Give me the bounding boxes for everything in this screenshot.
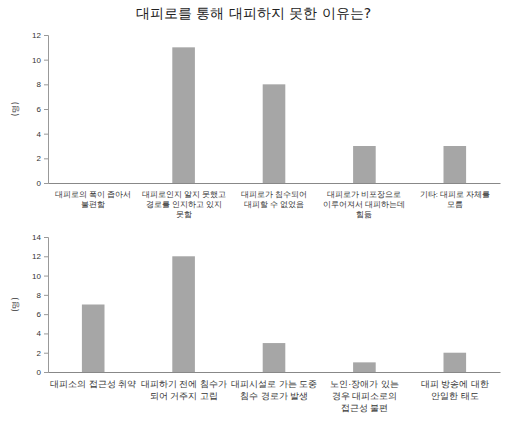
y-tick-label: 0 [37, 179, 42, 188]
x-tick-label: 대피소의 접근성 취약 [50, 379, 136, 389]
y-tick: 0 [37, 179, 48, 188]
bar [82, 305, 105, 373]
y-tick-mark [44, 333, 48, 334]
y-tick-mark [44, 276, 48, 277]
y-axis-title: (명) [11, 102, 20, 116]
y-tick: 10 [32, 272, 48, 281]
y-tick: 14 [32, 233, 48, 242]
chart-canvas: 대피로를 통해 대피하지 못한 이유는? 0 2 4 6 8 10 12 대피로의 폭이 좁아서… [0, 0, 507, 448]
y-tick-mark [44, 372, 48, 373]
x-axis-line [49, 372, 501, 373]
y-tick-label: 0 [37, 368, 42, 377]
x-tick: 대피로인지 알지 못했고경로를 인지하고 있지못함 [142, 190, 226, 219]
y-tick-mark [44, 237, 48, 238]
bar [444, 353, 467, 372]
y-tick: 8 [37, 291, 48, 300]
bars [172, 47, 466, 183]
x-tick-label: 대피하기 전에 침수가되어 거주지 고립 [141, 379, 227, 401]
bar [172, 47, 195, 183]
bars [82, 256, 466, 372]
y-tick-label: 4 [37, 130, 42, 139]
bar [353, 146, 376, 183]
y-tick-mark [44, 183, 48, 184]
y-tick: 8 [37, 80, 48, 89]
x-tick-label: 대피로가 비포장으로이루어져서 대피하는데힘듦 [323, 190, 405, 219]
y-tick: 0 [37, 368, 48, 377]
x-tick-label: 대피 방송에 대한안일한 태도 [421, 379, 489, 401]
y-tick-label: 6 [37, 105, 42, 114]
y-tick-label: 10 [32, 56, 41, 65]
x-tick-label: 대피시설로 가는 도중침수 경로가 발생 [231, 379, 317, 401]
x-tick-label: 대피로가 침수되어대피할 수 없었음 [241, 190, 307, 209]
x-tick: 기타: 대피로 자체를모름 [420, 190, 490, 209]
y-tick-mark [44, 158, 48, 159]
y-tick-label: 2 [37, 154, 42, 163]
x-tick: 대피 방송에 대한안일한 태도 [421, 379, 489, 401]
y-tick-label: 14 [32, 233, 41, 242]
y-tick-label: 12 [32, 31, 41, 40]
y-tick-mark [44, 256, 48, 257]
bar [263, 343, 286, 372]
y-tick-label: 4 [37, 329, 42, 338]
y-tick-mark [44, 35, 48, 36]
y-tick-label: 10 [32, 272, 41, 281]
y-tick-mark [44, 134, 48, 135]
y-tick: 10 [32, 56, 48, 65]
bar [353, 362, 376, 372]
bar [82, 183, 105, 184]
y-axis-line [44, 238, 49, 373]
y-tick: 6 [37, 310, 48, 319]
x-tick-label: 대피로의 폭이 좁아서불편함 [55, 190, 131, 209]
y-tick-label: 2 [37, 349, 42, 358]
x-tick-label: 기타: 대피로 자체를모름 [420, 190, 490, 209]
y-tick: 2 [37, 154, 48, 163]
y-axis-line [44, 36, 49, 184]
chart-title: 대피로를 통해 대피하지 못한 이유는? [136, 5, 371, 21]
y-axis: 0 2 4 6 8 10 12 14 [32, 233, 48, 377]
y-axis-title: (명) [11, 297, 20, 311]
y-tick-mark [44, 109, 48, 110]
y-tick: 2 [37, 349, 48, 358]
x-tick: 대피로가 침수되어대피할 수 없었음 [241, 190, 307, 209]
x-tick: 노인·장애가 있는경우 대피소로의접근성 불편 [330, 379, 399, 412]
x-tick-label: 대피로인지 알지 못했고경로를 인지하고 있지못함 [142, 190, 226, 219]
y-tick-mark [44, 84, 48, 85]
y-tick: 4 [37, 130, 48, 139]
y-tick-label: 8 [37, 291, 42, 300]
y-tick-mark [44, 295, 48, 296]
y-tick: 12 [32, 252, 48, 261]
y-axis: 0 2 4 6 8 10 12 [32, 31, 48, 188]
y-tick-mark [44, 353, 48, 354]
x-axis: 대피로의 폭이 좁아서불편함 대피로인지 알지 못했고경로를 인지하고 있지못함 대… [49, 184, 501, 219]
bar [444, 146, 467, 183]
y-tick-mark [44, 314, 48, 315]
y-tick: 4 [37, 329, 48, 338]
x-tick: 대피하기 전에 침수가되어 거주지 고립 [141, 379, 227, 401]
bar [172, 256, 195, 372]
bar [263, 84, 286, 183]
y-tick: 6 [37, 105, 48, 114]
x-tick: 대피소의 접근성 취약 [50, 379, 136, 389]
y-tick-label: 6 [37, 310, 42, 319]
y-tick-mark [44, 60, 48, 61]
x-tick: 대피로의 폭이 좁아서불편함 [55, 190, 131, 209]
x-axis-line [49, 183, 501, 184]
y-tick: 12 [32, 31, 48, 40]
y-tick-label: 12 [32, 252, 41, 261]
x-tick-label: 노인·장애가 있는경우 대피소로의접근성 불편 [330, 379, 399, 412]
x-tick: 대피로가 비포장으로이루어져서 대피하는데힘듦 [323, 190, 405, 219]
x-tick: 대피시설로 가는 도중침수 경로가 발생 [231, 379, 317, 401]
x-axis: 대피소의 접근성 취약 대피하기 전에 침수가되어 거주지 고립대피시설로 가는 … [49, 373, 501, 413]
y-tick-label: 8 [37, 80, 42, 89]
